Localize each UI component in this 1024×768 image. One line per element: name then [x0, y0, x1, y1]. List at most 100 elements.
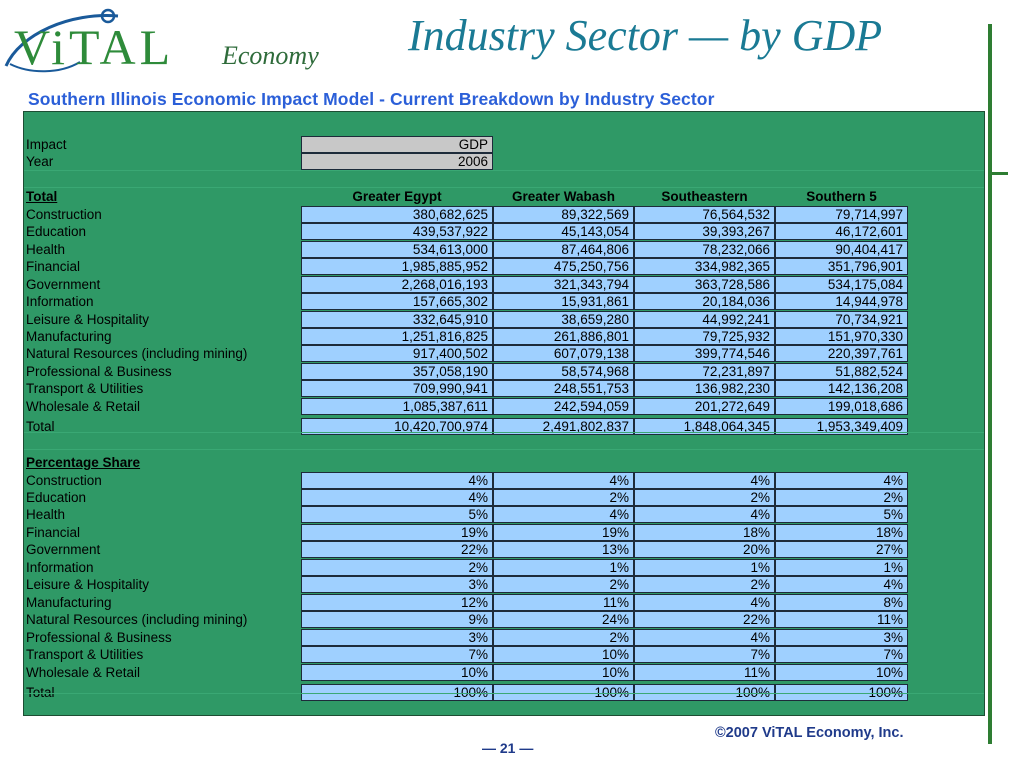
value-cell: 142,136,208	[775, 380, 908, 398]
percentage-header-row: Percentage Share	[24, 454, 984, 471]
spreadsheet-table: Impact GDP Year 2006 Total Greater Egypt Great…	[23, 111, 985, 716]
percent-cell: 3%	[775, 628, 908, 646]
column-header: Greater Wabash	[511, 189, 616, 205]
sector-label: Financial	[26, 524, 81, 540]
percent-cell: 22%	[634, 611, 775, 629]
sector-label: Manufacturing	[26, 594, 112, 610]
percent-cell: 22%	[301, 541, 493, 559]
percent-cell: 10%	[775, 663, 908, 681]
value-cell: 220,397,761	[775, 345, 908, 363]
value-cell: 709,990,941	[301, 380, 493, 398]
slide-title: Industry Sector — by GDP	[408, 11, 883, 60]
percent-total-cell: 100%	[301, 683, 493, 701]
value-cell: 1,085,387,611	[301, 397, 493, 415]
percent-cell: 11%	[493, 593, 634, 611]
sector-label: Construction	[26, 206, 102, 222]
column-header: Southeastern	[661, 189, 748, 205]
value-cell: 14,944,978	[775, 293, 908, 311]
column-header: Greater Egypt	[352, 189, 442, 205]
impact-label: Impact	[26, 137, 67, 152]
table-row: Leisure & Hospitality 332,645,910 38,659,2…	[24, 310, 984, 328]
value-cell: 439,537,922	[301, 223, 493, 241]
sector-label: Leisure & Hospitality	[26, 577, 150, 593]
sector-label: Natural Resources (including mining)	[26, 612, 248, 628]
value-cell: 261,886,801	[493, 327, 634, 345]
percent-cell: 13%	[493, 541, 634, 559]
sector-label: Government	[26, 542, 101, 558]
table-row: Information 157,665,302 15,931,861 20,184,0…	[24, 293, 984, 311]
value-cell: 51,882,524	[775, 362, 908, 380]
sector-label: Wholesale & Retail	[26, 664, 141, 680]
value-cell: 38,659,280	[493, 310, 634, 328]
percent-cell: 10%	[301, 663, 493, 681]
sector-label: Information	[26, 294, 94, 310]
value-cell: 70,734,921	[775, 310, 908, 328]
sector-label: Professional & Business	[26, 363, 172, 379]
column-header: Southern 5	[806, 189, 877, 205]
value-cell: 334,982,365	[634, 258, 775, 276]
sector-label: Education	[26, 490, 87, 505]
value-cell: 1,251,816,825	[301, 327, 493, 345]
total-label: Total	[26, 419, 55, 435]
table-row: Wholesale & Retail 10% 10% 11% 10%	[24, 663, 984, 681]
value-cell: 534,175,084	[775, 275, 908, 293]
sector-label: Wholesale & Retail	[26, 398, 141, 414]
percent-total-cell: 100%	[775, 683, 908, 701]
table-row: Education 4% 2% 2% 2%	[24, 489, 984, 506]
percent-cell: 4%	[775, 576, 908, 594]
percent-cell: 18%	[775, 523, 908, 541]
percent-cell: 4%	[301, 489, 493, 506]
year-row: Year 2006	[24, 153, 984, 171]
table-row: Government 22% 13% 20% 27%	[24, 541, 984, 559]
percentage-section-heading: Percentage Share	[26, 455, 141, 471]
table-row: Wholesale & Retail 1,085,387,611 242,594,0…	[24, 397, 984, 415]
value-cell: 72,231,897	[634, 362, 775, 380]
sector-label: Health	[26, 241, 66, 257]
slide-subtitle: Southern Illinois Economic Impact Model …	[28, 89, 715, 109]
copyright-notice: ©2007 ViTAL Economy, Inc.	[715, 725, 904, 741]
value-cell: 351,796,901	[775, 258, 908, 276]
accent-horizontal-tick	[988, 172, 1008, 175]
value-cell: 39,393,267	[634, 223, 775, 241]
percent-cell: 18%	[634, 523, 775, 541]
percent-total-cell: 100%	[493, 683, 634, 701]
row-separator	[24, 449, 984, 451]
value-cell: 321,343,794	[493, 275, 634, 293]
value-cell: 363,728,586	[634, 275, 775, 293]
sector-label: Education	[26, 224, 87, 240]
percent-cell: 4%	[493, 506, 634, 524]
percent-cell: 27%	[775, 541, 908, 559]
value-cell: 136,982,230	[634, 380, 775, 398]
value-cell: 534,613,000	[301, 240, 493, 258]
page-number: — 21 —	[482, 740, 534, 756]
vital-economy-logo: ViTAL Economy	[4, 8, 319, 75]
sector-label: Construction	[26, 472, 102, 488]
percent-cell: 4%	[493, 471, 634, 489]
percent-cell: 1%	[634, 558, 775, 576]
impact-value: GDP	[301, 136, 493, 153]
table-row: Manufacturing 1,251,816,825 261,886,801 79,…	[24, 327, 984, 345]
percent-cell: 9%	[301, 611, 493, 629]
value-cell: 89,322,569	[493, 205, 634, 223]
percent-cell: 4%	[634, 628, 775, 646]
total-cell: 1,953,349,409	[775, 418, 908, 436]
sector-label: Natural Resources (including mining)	[26, 346, 248, 362]
logo-subtext: Economy	[221, 41, 319, 70]
table-row: Transport & Utilities 7% 10% 7% 7%	[24, 646, 984, 664]
table-row: Leisure & Hospitality 3% 2% 2% 4%	[24, 576, 984, 594]
value-cell: 199,018,686	[775, 397, 908, 415]
value-cell: 2,268,016,193	[301, 275, 493, 293]
percent-cell: 5%	[301, 506, 493, 524]
value-cell: 76,564,532	[634, 205, 775, 223]
percent-cell: 2%	[634, 489, 775, 506]
sector-label: Financial	[26, 259, 81, 275]
percent-cell: 24%	[493, 611, 634, 629]
total-row: Total 10,420,700,974 2,491,802,837 1,848,06…	[24, 418, 984, 436]
table-row: Professional & Business 3% 2% 4% 3%	[24, 628, 984, 646]
table-row: Construction 4% 4% 4% 4%	[24, 471, 984, 489]
sector-label: Information	[26, 559, 94, 575]
percent-cell: 3%	[301, 576, 493, 594]
percent-cell: 19%	[301, 523, 493, 541]
value-cell: 79,725,932	[634, 327, 775, 345]
sector-label: Manufacturing	[26, 328, 112, 344]
